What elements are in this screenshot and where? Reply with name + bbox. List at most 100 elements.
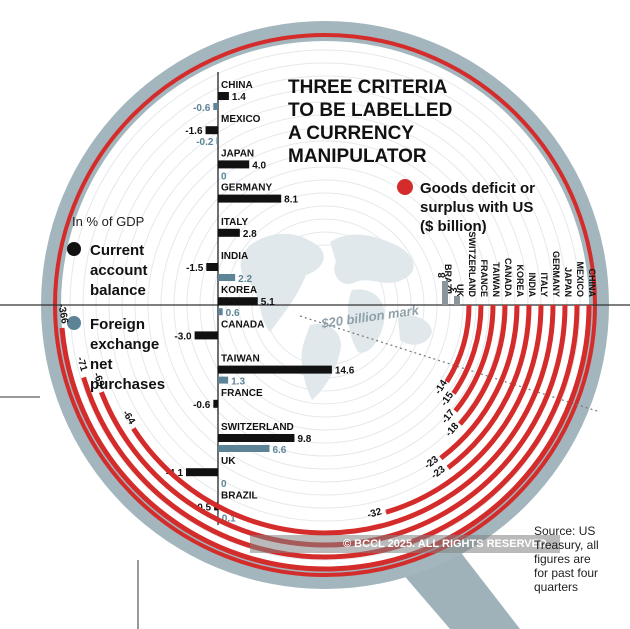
goods-value: -71 [74,356,89,373]
fx-bar [218,445,270,452]
goods-legend-line-3: ($ billion) [420,218,487,235]
fx-bar [218,274,236,281]
current-account-bar [218,160,250,169]
fx-value: 6.6 [272,445,286,456]
goods-value: 8 [437,272,448,278]
fx-bar [218,308,223,316]
country-label: KOREA [221,285,257,296]
country-label: CHINA [221,80,253,91]
goods-country-label: FRANCE [479,260,489,298]
current-account-bar [218,297,258,306]
fx-value: 0.6 [226,308,240,319]
goods-country-label: CANADA [503,258,513,297]
current-account-value: -3.0 [174,331,192,342]
goods-deficit-arc [453,304,496,413]
gdp-note: In % of GDP [72,214,144,229]
country-label: JAPAN [221,148,254,159]
goods-deficit-arc [59,304,592,572]
fx-bar [218,376,229,384]
country-label: SWITZERLAND [221,422,294,433]
goods-surplus-bar [454,296,460,305]
title-line-2: TO BE LABELLED [288,100,452,121]
country-label: TAIWAN [221,354,260,365]
goods-legend-dot [397,179,413,195]
goods-country-label: INDIA [527,273,537,298]
country-label: GERMANY [221,183,272,194]
current-account-value: 5.1 [261,297,275,308]
fx-bar [216,137,218,145]
current-account-bar [205,126,218,135]
goods-deficit-arc [81,304,580,560]
current-account-bar [213,399,218,408]
goods-country-label: ITALY [539,272,549,297]
fx-value: 0 [221,171,227,182]
goods-country-label: SWITZERLAND [467,232,477,298]
goods-legend: Goods deficit or surplus with US ($ bill… [397,179,535,235]
current-account-bar [206,263,218,271]
left-legend: In % of GDP Current account balance Fore… [67,214,165,393]
goods-deficit-arc [451,304,484,395]
goods-country-label: JAPAN [563,267,573,297]
goods-deficit-arc [439,304,520,461]
source-note: Source: US Treasury, all figures are for… [534,524,626,594]
goods-deficit-arc [458,304,508,426]
current-account-value: 14.6 [335,366,355,377]
fx-bar [218,513,219,521]
chart-title: THREE CRITERIA TO BE LABELLED A CURRENCY… [288,77,452,167]
fx-value: 0.1 [222,513,236,524]
source-line: for past four [534,566,599,580]
country-label: FRANCE [221,388,263,399]
current-account-bar [218,365,332,374]
goods-country-label: MEXICO [575,261,585,297]
goods-value: -366 [55,303,69,325]
current-account-bar [218,228,240,237]
current-account-value: -1.6 [185,126,203,137]
country-label: ITALY [221,217,249,228]
title-line-1: THREE CRITERIA [288,77,448,98]
fx-legend-line-2: exchange [90,336,159,353]
fx-value: 2.2 [238,274,252,285]
current-account-value: 1.4 [232,92,246,103]
current-account-bar [218,194,282,203]
country-label: MEXICO [221,114,261,125]
goods-legend-line-1: Goods deficit or [420,180,535,197]
goods-country-label: CHINA [587,269,597,298]
goods-deficit-arc [131,304,556,536]
current-account-bar [218,434,295,442]
current-account-bar [218,92,229,100]
source-line: figures are [534,552,591,566]
goods-country-label: UK [455,284,465,297]
goods-deficit-arc [446,304,532,470]
country-label: BRAZIL [221,490,258,501]
goods-legend-line-2: surplus with US [420,199,533,216]
current-account-legend-line-3: balance [90,282,146,299]
watermark: © BCCL 2025. ALL RIGHTS RESERVED. [250,535,560,553]
fx-value: -0.6 [193,103,211,114]
source-line: Source: US [534,524,596,538]
current-account-value: 8.1 [284,195,298,206]
current-account-value: 2.8 [243,229,257,240]
current-account-legend-dot [67,242,81,256]
current-account-bar [194,331,218,340]
country-label: INDIA [221,251,248,262]
goods-deficit-arc [385,304,544,515]
goods-deficit-arc [444,304,472,384]
goods-value: -69 [91,371,107,389]
goods-country-label: KOREA [515,264,525,297]
source-line: quarters [534,580,579,594]
title-line-4: MANIPULATOR [288,146,427,167]
current-account-value: 4.0 [252,160,266,171]
current-account-value: 9.8 [297,434,311,445]
goods-country-label: GERMANY [551,251,561,297]
goods-country-label: TAIWAN [491,262,501,297]
goods-value: -32 [366,506,383,521]
current-account-legend-line-1: Current [90,242,144,259]
country-label: UK [221,456,236,467]
fx-bar [213,103,218,110]
goods-surplus-bar [442,281,448,305]
fx-legend-line-1: Foreign [90,316,145,333]
fx-legend-line-4: purchases [90,376,165,393]
world-map [240,233,432,400]
title-line-3: A CURRENCY [288,123,414,144]
